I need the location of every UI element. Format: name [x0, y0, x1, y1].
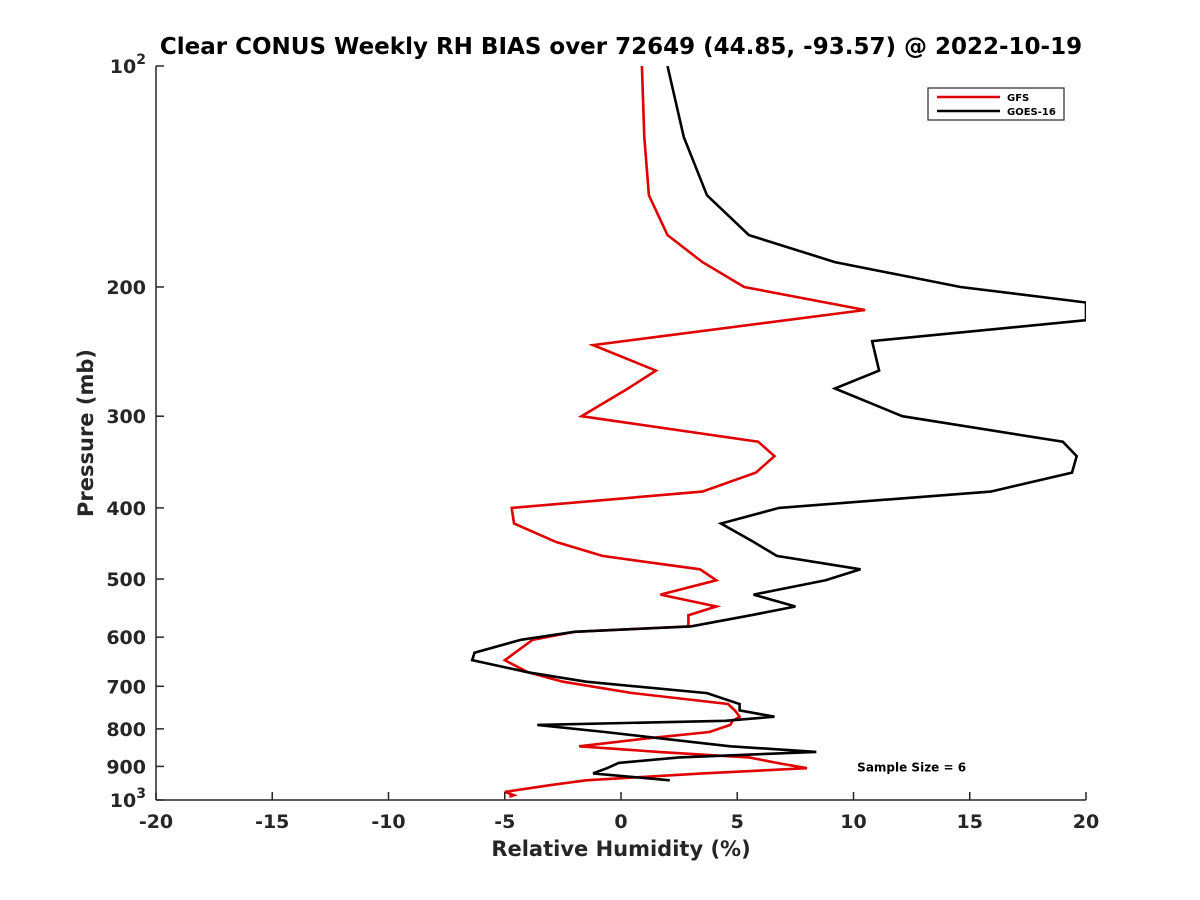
chart-title: Clear CONUS Weekly RH BIAS over 72649 (4… — [160, 34, 1082, 60]
x-tick-label: -10 — [371, 811, 405, 833]
x-tick-label: -20 — [139, 811, 173, 833]
x-tick-label: 10 — [840, 811, 866, 833]
y-tick-label: 700 — [106, 676, 146, 698]
x-tick-label: 5 — [731, 811, 744, 833]
x-axis-label: Relative Humidity (%) — [491, 837, 750, 861]
y-tick-label: 300 — [106, 406, 146, 428]
y-tick-label: 102 — [110, 52, 146, 78]
y-tick-label: 800 — [106, 719, 146, 741]
x-tick-label: 15 — [957, 811, 983, 833]
x-ticks: -20 -15 -10 -5 0 5 10 15 20 — [139, 792, 1099, 833]
annotations: Sample Size = 6 — [857, 760, 966, 774]
y-tick-label: 600 — [106, 627, 146, 649]
x-tick-label: -5 — [494, 811, 515, 833]
y-tick-label: 200 — [106, 277, 146, 299]
y-ticks: 102 200 300 400 500 600 700 800 900 103 — [106, 52, 164, 812]
series-line-1 — [470, 66, 1086, 782]
legend-box — [927, 87, 1065, 121]
legend-label-0: GFS — [1007, 93, 1029, 104]
x-tick-label: -15 — [255, 811, 289, 833]
series-layer — [470, 66, 1086, 799]
y-tick-label: 400 — [106, 498, 146, 520]
x-tick-label: 20 — [1073, 811, 1099, 833]
y-axis-label: Pressure (mb) — [74, 349, 98, 517]
legend-label-1: GOES-16 — [1007, 107, 1056, 118]
series-line-0 — [502, 66, 866, 799]
y-tick-label: 500 — [106, 569, 146, 591]
y-tick-label: 103 — [110, 786, 146, 812]
sample-size-annotation: Sample Size = 6 — [857, 760, 966, 774]
y-tick-label: 900 — [106, 756, 146, 778]
legend: GFS GOES-16 — [927, 87, 1065, 121]
x-tick-label: 0 — [614, 811, 627, 833]
